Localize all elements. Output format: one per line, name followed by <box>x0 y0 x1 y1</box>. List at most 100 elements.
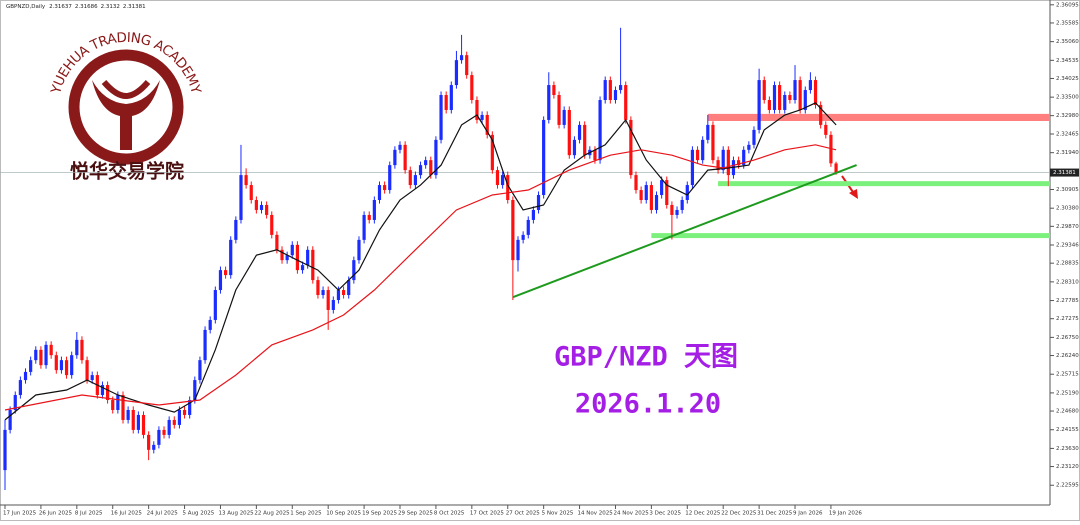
candle-body <box>54 355 58 371</box>
candle-body <box>106 385 110 401</box>
candle-body <box>147 434 151 450</box>
candle-body <box>44 344 48 366</box>
x-tick-label: 16 Jul 2025 <box>111 511 143 517</box>
candle-body <box>778 85 782 110</box>
candle-body <box>198 360 202 381</box>
candle-body <box>259 204 264 210</box>
logo-mark <box>92 80 160 150</box>
x-tick-label: 9 Jan 2026 <box>793 511 823 517</box>
candle-body <box>126 409 130 420</box>
logo-text-cn: 悦华交易学院 <box>70 160 184 183</box>
candle-body <box>824 124 828 135</box>
candle-body <box>439 95 443 140</box>
y-tick-label: 2.26750 <box>1056 335 1079 341</box>
moving-average <box>4 144 837 411</box>
candle-body <box>465 55 469 76</box>
candle-body <box>490 134 494 171</box>
candle-body <box>162 429 166 435</box>
candle-body <box>29 360 33 372</box>
candle-body <box>362 214 366 240</box>
y-tick-label: 2.28310 <box>1056 279 1079 285</box>
candle-body <box>557 95 561 125</box>
x-tick-label: 24 Nov 2025 <box>613 511 649 517</box>
candle-body <box>531 209 535 220</box>
candle-body <box>454 60 459 86</box>
trend-line <box>512 164 857 299</box>
candle-body <box>788 95 792 101</box>
candle-body <box>85 360 89 381</box>
candle-body <box>34 349 38 361</box>
candle-body <box>736 160 741 166</box>
candle-body <box>403 144 407 171</box>
candle-body <box>819 104 823 125</box>
chart-title: GBPNZD,Daily 2.31637 2.31686 2.3132 2.31381 <box>6 4 146 10</box>
y-tick-label: 2.32980 <box>1056 113 1079 119</box>
zone <box>718 181 1050 187</box>
candle-body <box>39 349 43 366</box>
candle-body <box>644 185 648 201</box>
candle-body <box>398 144 402 150</box>
y-tick-label: 2.22595 <box>1056 483 1079 489</box>
x-tick-label: 19 Sep 2025 <box>362 511 397 517</box>
symbol: GBPNZD,Daily <box>6 4 46 10</box>
candle-body <box>552 85 556 96</box>
candle-body <box>316 280 320 296</box>
arrow-head <box>849 189 858 199</box>
candle-body <box>23 371 28 381</box>
candle-body <box>172 419 176 425</box>
candle-body <box>639 190 643 201</box>
candle-body <box>649 185 653 210</box>
x-tick-label: 1 Sep 2025 <box>290 511 322 517</box>
candle-body <box>357 239 361 261</box>
candle-body <box>408 170 412 186</box>
candle-body <box>598 100 602 161</box>
x-tick-label: 14 Nov 2025 <box>578 511 614 517</box>
candle-body <box>100 385 105 396</box>
candle-body <box>429 160 433 176</box>
candle-body <box>449 85 453 110</box>
x-tick-label: 27 Oct 2025 <box>506 511 541 517</box>
y-tick-label: 2.27785 <box>1056 298 1079 304</box>
candle-body <box>808 80 813 91</box>
ohlc-close: 2.31381 <box>123 4 146 10</box>
candle-body <box>757 80 761 130</box>
candle-body <box>654 195 659 210</box>
logo-mark-top <box>101 80 151 100</box>
y-tick-label: 2.23630 <box>1056 446 1079 452</box>
y-tick-label: 2.35585 <box>1056 20 1079 26</box>
candle-body <box>752 129 756 145</box>
candle-body <box>70 355 74 376</box>
y-tick-label: 2.28835 <box>1056 261 1079 267</box>
candle-body <box>372 200 376 220</box>
candle-body <box>690 149 695 186</box>
candle-body <box>701 139 705 161</box>
candle-body <box>547 85 551 120</box>
candle-body <box>280 249 284 261</box>
candle-body <box>270 214 274 235</box>
candle-body <box>239 175 243 220</box>
candle-body <box>603 80 607 101</box>
candle-body <box>542 119 546 196</box>
candle-body <box>18 380 22 396</box>
candle-body <box>793 80 797 101</box>
candle-body <box>495 170 500 186</box>
candle-body <box>593 149 597 161</box>
candle-body <box>49 344 53 356</box>
y-tick-label: 2.36095 <box>1056 2 1079 8</box>
candle-body <box>326 290 330 310</box>
x-tick-label: 19 Jan 2026 <box>829 511 862 517</box>
candle-body <box>223 270 228 276</box>
moving-average <box>4 102 837 421</box>
candle-body <box>695 149 700 161</box>
candle-body <box>413 175 417 186</box>
candle-body <box>377 185 382 201</box>
candle-body <box>244 175 248 186</box>
candle-body <box>203 329 207 361</box>
candle-body <box>383 185 387 191</box>
y-tick-label: 2.25715 <box>1056 372 1079 378</box>
y-tick-label: 2.29870 <box>1056 224 1079 230</box>
candle-body <box>526 219 530 235</box>
y-tick-label: 2.31940 <box>1056 150 1079 156</box>
